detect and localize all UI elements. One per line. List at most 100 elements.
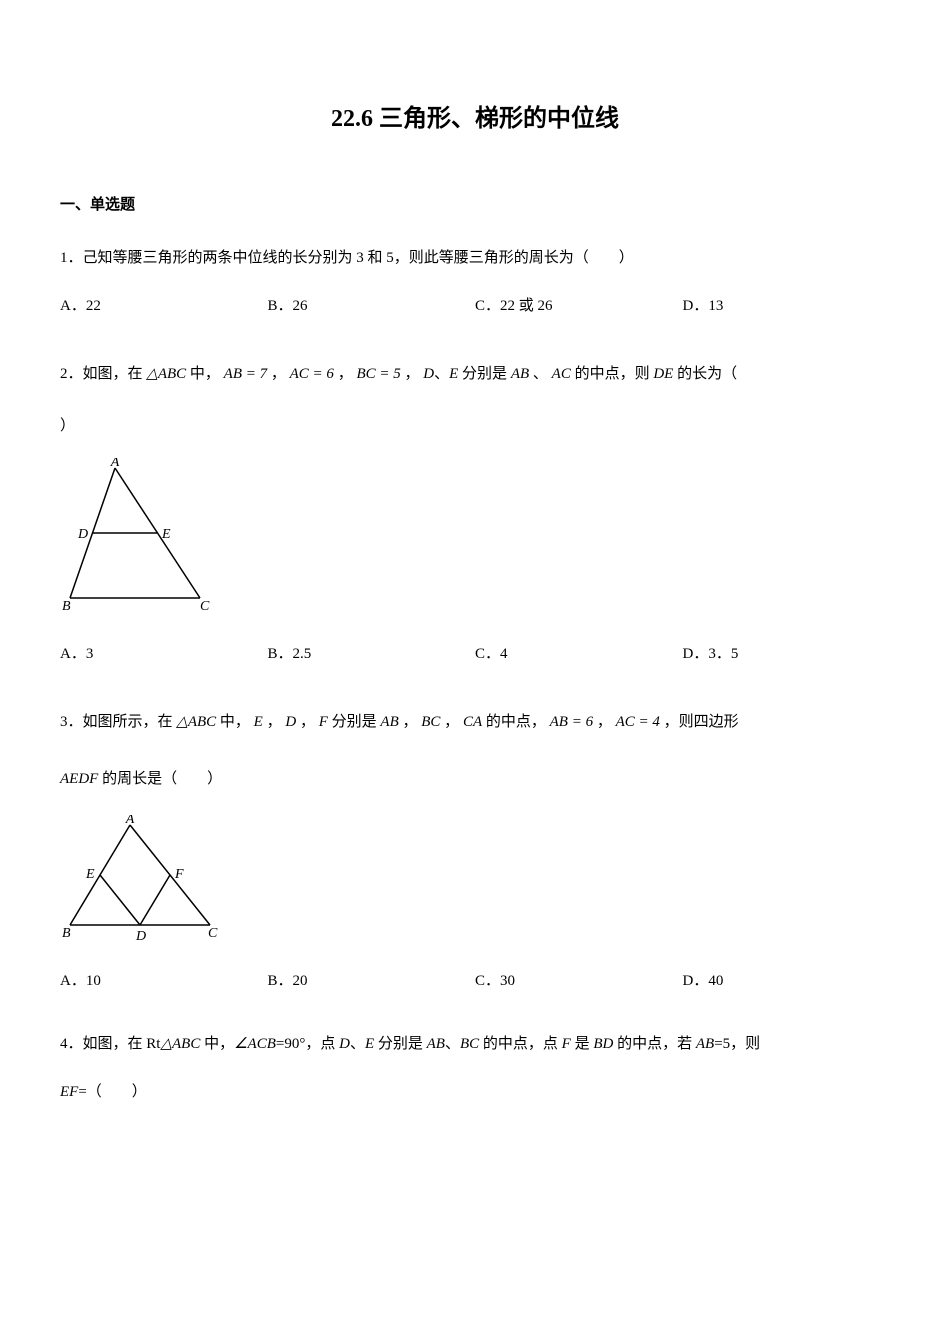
q4-ab: AB — [427, 1036, 445, 1052]
q2-d: D — [423, 366, 434, 382]
q3-line-fd — [140, 875, 170, 925]
q2-label-a: A — [110, 458, 120, 470]
q3-e: E — [254, 714, 263, 730]
q3-aedf: AEDF — [60, 771, 98, 787]
q4-p10: =5，则 — [714, 1036, 760, 1052]
q3-text: 3．如图所示，在 △ABC 中， E ， D ， F 分别是 AB ， BC ，… — [60, 701, 890, 743]
q4-e: E — [365, 1036, 374, 1052]
q2-label-b: B — [62, 599, 71, 614]
q2-p6: 、 — [434, 366, 449, 382]
q4-angle: ∠ACB — [234, 1036, 276, 1052]
q4-ab5: AB — [696, 1036, 714, 1052]
q2-ab2: AB — [511, 366, 529, 382]
q3-f: F — [319, 714, 328, 730]
q2-p2: 中， — [190, 366, 220, 382]
q4-eq: =（ ） — [78, 1084, 146, 1100]
q3-number: 3． — [60, 714, 83, 730]
q3-p9: ， — [597, 714, 612, 730]
q2-p3: ， — [271, 366, 286, 382]
q2-options: A．3 B．2.5 C．4 D．3．5 — [60, 638, 890, 671]
q4-p7: 的中点，点 — [479, 1036, 558, 1052]
q4-triangle: △ABC — [160, 1036, 200, 1052]
q3-p1: 如图所示，在 — [83, 714, 173, 730]
q2-option-d: D．3．5 — [683, 638, 891, 671]
q3-triangle: △ABC — [176, 714, 216, 730]
q3-ac4: AC = 4 — [616, 714, 660, 730]
q3-p2: 中， — [220, 714, 250, 730]
q4-bd: BD — [593, 1036, 613, 1052]
q2-p9: 的中点，则 — [575, 366, 650, 382]
q2-option-a: A．3 — [60, 638, 268, 671]
q2-triangle-svg: A B C D E — [60, 458, 230, 618]
question-2: 2．如图，在 △ABC 中， AB = 7 ， AC = 6 ， BC = 5 … — [60, 353, 890, 671]
q3-p4: ， — [300, 714, 315, 730]
q4-p8: 是 — [575, 1036, 594, 1052]
q3-ab: AB — [380, 714, 398, 730]
q3-option-b: B．20 — [268, 965, 476, 998]
q4-p9: 的中点，若 — [613, 1036, 696, 1052]
q4-f: F — [558, 1036, 575, 1052]
q1-body: 己知等腰三角形的两条中位线的长分别为 3 和 5，则此等腰三角形的周长为（ ） — [83, 250, 634, 266]
q4-bc: BC — [460, 1036, 479, 1052]
q4-p6: 、 — [445, 1036, 460, 1052]
q4-p2: 中， — [200, 1036, 234, 1052]
q2-p10: 的长为（ — [677, 366, 737, 382]
q3-d: D — [285, 714, 296, 730]
q1-options: A．22 B．26 C．22 或 26 D．13 — [60, 290, 890, 323]
q2-close: ） — [60, 410, 890, 443]
q4-d: D — [335, 1036, 350, 1052]
q3-options: A．10 B．20 C．30 D．40 — [60, 965, 890, 998]
q1-option-d: D．13 — [683, 290, 891, 323]
q3-label-d: D — [135, 929, 146, 944]
q3-line2-p1: 的周长是（ ） — [102, 771, 222, 787]
q3-figure: A B C D E F — [60, 815, 890, 945]
q3-option-c: C．30 — [475, 965, 683, 998]
question-4: 4．如图，在 Rt△ABC 中，∠ACB=90°，点 D、E 分别是 AB、BC… — [60, 1028, 890, 1109]
q2-p1: 如图，在 — [83, 366, 143, 382]
q2-option-b: B．2.5 — [268, 638, 476, 671]
q2-p8: 、 — [533, 366, 548, 382]
q1-option-b: B．26 — [268, 290, 476, 323]
question-1: 1．己知等腰三角形的两条中位线的长分别为 3 和 5，则此等腰三角形的周长为（ … — [60, 242, 890, 323]
q4-p1: 如图，在 Rt — [83, 1036, 161, 1052]
q4-line2: EF=（ ） — [60, 1076, 890, 1109]
q1-number: 1． — [60, 250, 83, 266]
q3-p5: 分别是 — [332, 714, 377, 730]
q4-text: 4．如图，在 Rt△ABC 中，∠ACB=90°，点 D、E 分别是 AB、BC… — [60, 1028, 890, 1061]
q2-figure: A B C D E — [60, 458, 890, 618]
q2-bc: BC = 5 — [356, 366, 400, 382]
q4-p5: 分别是 — [374, 1036, 427, 1052]
q3-p10: ，则四边形 — [664, 714, 739, 730]
section-header: 一、单选题 — [60, 193, 890, 217]
q3-triangle-svg: A B C D E F — [60, 815, 240, 945]
q3-ca: CA — [463, 714, 482, 730]
q2-e: E — [449, 366, 458, 382]
q3-p3: ， — [267, 714, 282, 730]
q3-ab6: AB = 6 — [550, 714, 593, 730]
q3-label-a: A — [125, 815, 135, 827]
q3-p6: ， — [402, 714, 417, 730]
q3-option-a: A．10 — [60, 965, 268, 998]
q3-p8: 的中点， — [486, 714, 546, 730]
q2-ab: AB = 7 — [224, 366, 267, 382]
q2-label-d: D — [77, 527, 88, 542]
q2-option-c: C．4 — [475, 638, 683, 671]
q3-option-d: D．40 — [683, 965, 891, 998]
q1-text: 1．己知等腰三角形的两条中位线的长分别为 3 和 5，则此等腰三角形的周长为（ … — [60, 242, 890, 275]
q2-p7: 分别是 — [462, 366, 507, 382]
q3-bc: BC — [421, 714, 440, 730]
q4-p4: 、 — [350, 1036, 365, 1052]
q2-label-c: C — [200, 599, 210, 614]
question-3: 3．如图所示，在 △ABC 中， E ， D ， F 分别是 AB ， BC ，… — [60, 701, 890, 998]
q4-number: 4． — [60, 1036, 83, 1052]
q2-de: DE — [653, 366, 673, 382]
q2-p5: ， — [405, 366, 420, 382]
q1-option-a: A．22 — [60, 290, 268, 323]
q2-text: 2．如图，在 △ABC 中， AB = 7 ， AC = 6 ， BC = 5 … — [60, 353, 890, 395]
q2-number: 2． — [60, 366, 83, 382]
page-title: 22.6 三角形、梯形的中位线 — [60, 100, 890, 138]
q4-p3: =90°，点 — [276, 1036, 335, 1052]
q3-label-f: F — [174, 867, 184, 882]
q4-ef: EF — [60, 1084, 78, 1100]
q3-p7: ， — [444, 714, 459, 730]
